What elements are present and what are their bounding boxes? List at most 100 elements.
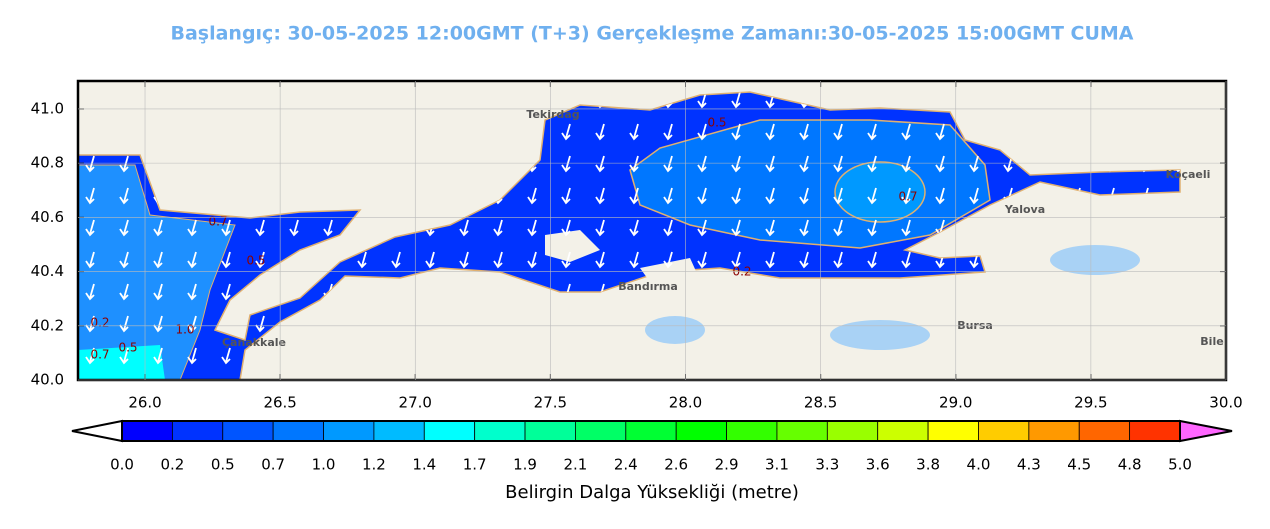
arrow: [697, 251, 707, 269]
arrow: [153, 315, 163, 333]
x-tick-label: 27.5: [534, 394, 567, 412]
arrow: [221, 251, 231, 269]
colorbar-tick-label: 2.4: [614, 456, 638, 474]
arrow: [119, 283, 129, 301]
colorbar-over: [1179, 419, 1233, 443]
x-tick-label: 29.0: [939, 394, 972, 412]
arrow: [119, 315, 129, 333]
x-tick-label: 28.0: [669, 394, 702, 412]
arrow: [391, 251, 401, 269]
contour-label: 0.7: [898, 190, 917, 204]
arrow: [697, 123, 707, 141]
contour-label: 0.7: [208, 215, 227, 229]
arrow: [119, 187, 129, 205]
arrow: [595, 219, 605, 237]
arrow: [697, 187, 707, 205]
arrow: [935, 187, 945, 205]
colorbar-tick-label: 2.9: [715, 456, 739, 474]
arrow: [765, 187, 775, 205]
colorbar-segment: [423, 420, 476, 442]
arrow: [527, 219, 537, 237]
colorbar-under: [71, 419, 123, 443]
arrow: [85, 251, 95, 269]
arrow: [153, 219, 163, 237]
colorbar-tick-label: 4.3: [1017, 456, 1041, 474]
contour-label: 0.2: [90, 316, 109, 330]
colorbar-tick-label: 1.9: [513, 456, 537, 474]
colorbar-tick-label: 3.8: [916, 456, 940, 474]
x-tick-label: 26.0: [128, 394, 161, 412]
map: TekirdağYalovaKoçaeliBursaÇanakkaleBandı…: [78, 81, 1226, 380]
contour-label: 1.0: [175, 323, 194, 337]
arrow: [85, 315, 95, 333]
arrow: [255, 251, 265, 269]
arrow: [765, 123, 775, 141]
arrow: [799, 251, 809, 269]
arrow: [527, 187, 537, 205]
colorbar-tick-label: 4.0: [967, 456, 991, 474]
arrow: [731, 123, 741, 141]
colorbar-label: Belirgin Dalga Yüksekliği (metre): [505, 482, 799, 503]
colorbar-tick-label: 0.5: [211, 456, 235, 474]
colorbar-segment: [927, 420, 979, 442]
colorbar-tick-label: 1.7: [463, 456, 487, 474]
colorbar-segment: [826, 420, 879, 442]
arrow: [323, 219, 333, 237]
colorbar-tick-label: 0.7: [261, 456, 285, 474]
colorbar-segment: [171, 420, 224, 442]
arrow: [867, 187, 877, 205]
arrow: [255, 315, 265, 333]
arrow: [561, 251, 571, 269]
colorbar-segment: [121, 420, 173, 442]
arrow: [493, 219, 503, 237]
place-label: Bile: [1200, 335, 1223, 348]
arrow: [85, 283, 95, 301]
colorbar-frame: [121, 420, 1181, 442]
island: [545, 230, 700, 282]
colorbar-segment: [323, 420, 375, 442]
arrow: [799, 219, 809, 237]
sea-zone-high: [78, 345, 165, 380]
arrow: [289, 219, 299, 237]
arrow: [867, 219, 877, 237]
arrow: [935, 123, 945, 141]
arrow: [663, 219, 673, 237]
colorbar-segment: [222, 420, 274, 442]
arrow: [187, 251, 197, 269]
y-tick-label: 41.0: [31, 99, 64, 117]
arrow: [765, 251, 775, 269]
lake: [1050, 245, 1140, 275]
arrow: [901, 187, 911, 205]
sea-zone-center: [834, 161, 926, 223]
arrow: [561, 219, 571, 237]
arrow: [85, 219, 95, 237]
colorbar-tick-label: 3.6: [866, 456, 890, 474]
colorbar-segment: [978, 420, 1030, 442]
arrow: [799, 187, 809, 205]
colorbar-tick-label: 1.4: [412, 456, 436, 474]
colorbar-tick-label: 1.2: [362, 456, 386, 474]
arrow: [867, 123, 877, 141]
arrow: [833, 219, 843, 237]
arrow: [595, 187, 605, 205]
arrow: [153, 283, 163, 301]
colorbar-tick-label: 2.6: [664, 456, 688, 474]
colorbar-segment: [776, 420, 828, 442]
colorbar-segment: [726, 420, 778, 442]
arrow: [119, 251, 129, 269]
arrow: [561, 123, 571, 141]
arrow: [901, 251, 911, 269]
place-label: Yalova: [1004, 203, 1045, 216]
arrow: [221, 283, 231, 301]
arrow: [85, 187, 95, 205]
x-tick-label: 26.5: [263, 394, 296, 412]
arrow: [833, 123, 843, 141]
x-tick-label: 29.5: [1074, 394, 1107, 412]
colorbar-segment: [675, 420, 727, 442]
arrow: [629, 187, 639, 205]
colorbar-segment: [1078, 420, 1131, 442]
colorbar-segment: [877, 420, 929, 442]
arrow: [153, 347, 163, 365]
colorbar-segment: [1129, 420, 1181, 442]
